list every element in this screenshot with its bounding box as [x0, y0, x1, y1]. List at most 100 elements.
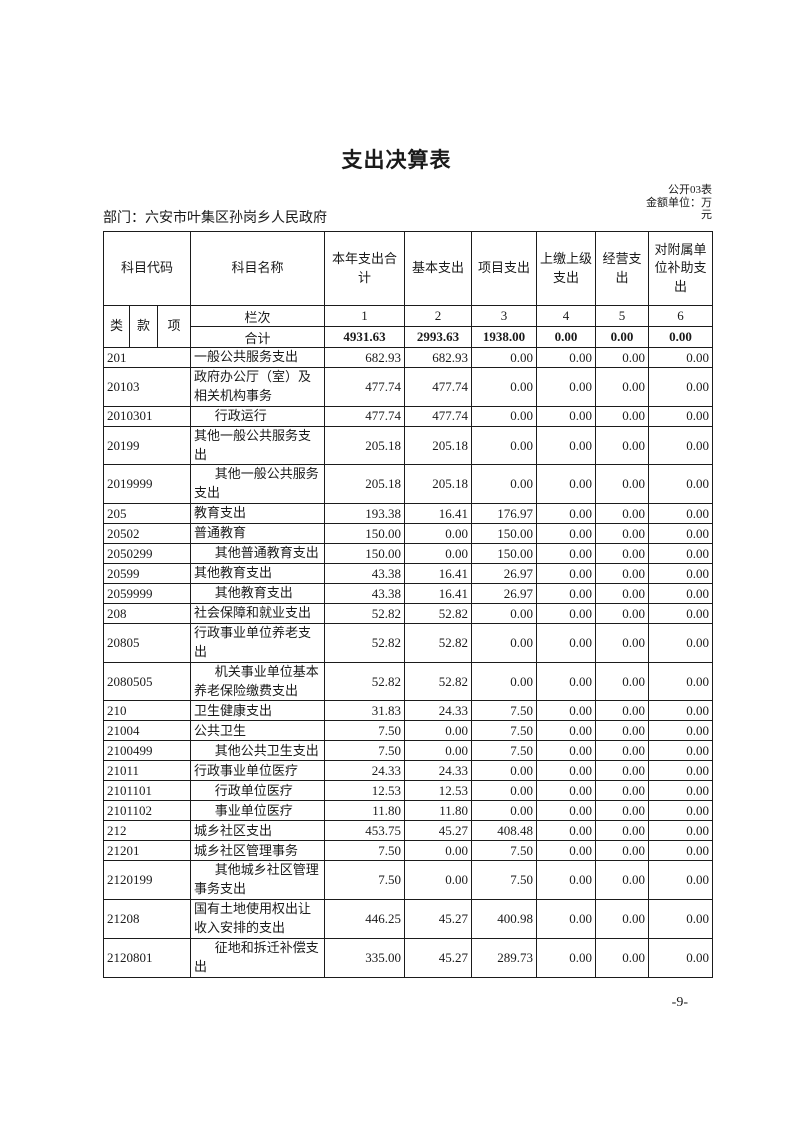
value-cell: 16.41 — [404, 503, 472, 525]
value-cell: 52.82 — [324, 623, 405, 663]
value-cell: 0.00 — [648, 503, 713, 525]
value-cell: 0.00 — [404, 740, 472, 762]
value-cell: 0.00 — [536, 760, 596, 782]
value-cell: 289.73 — [471, 937, 537, 978]
value-cell: 0.00 — [595, 623, 649, 663]
subject-code-cell: 2120199 — [103, 860, 191, 901]
value-cell: 0.00 — [648, 937, 713, 978]
value-cell: 7.50 — [471, 860, 537, 901]
value-cell: 193.38 — [324, 503, 405, 525]
header-col-total: 本年支出合计 — [324, 231, 405, 306]
value-cell: 0.00 — [648, 740, 713, 762]
value-cell: 0.00 — [536, 623, 596, 663]
subject-name-cell: 城乡社区支出 — [190, 820, 325, 842]
subject-code-cell: 2101102 — [103, 800, 191, 822]
value-cell: 0.00 — [648, 543, 713, 565]
value-cell: 11.80 — [324, 800, 405, 822]
value-cell: 0.00 — [648, 860, 713, 901]
table-row: 212 城乡社区支出 453.75 45.27 408.48 0.00 0.00 0.00 — [103, 820, 713, 842]
value-cell: 453.75 — [324, 820, 405, 842]
value-cell: 400.98 — [471, 899, 537, 939]
value-cell: 16.41 — [404, 583, 472, 605]
total-value: 0.00 — [536, 326, 596, 348]
value-cell: 0.00 — [595, 780, 649, 802]
table-row: 21011 行政事业单位医疗 24.33 24.33 0.00 0.00 0.00 0.00 — [103, 760, 713, 782]
value-cell: 0.00 — [404, 840, 472, 862]
subject-name-cell: 其他一般公共服务支出 — [190, 464, 325, 505]
value-cell: 0.00 — [471, 800, 537, 822]
value-cell: 0.00 — [595, 840, 649, 862]
value-cell: 0.00 — [648, 464, 713, 505]
subject-code-cell: 208 — [103, 603, 191, 625]
value-cell: 0.00 — [536, 720, 596, 742]
value-cell: 12.53 — [404, 780, 472, 802]
value-cell: 52.82 — [324, 603, 405, 625]
value-cell: 0.00 — [595, 503, 649, 525]
subject-code-cell: 21208 — [103, 899, 191, 939]
value-cell: 0.00 — [648, 760, 713, 782]
value-cell: 0.00 — [536, 860, 596, 901]
value-cell: 52.82 — [404, 661, 472, 702]
value-cell: 52.82 — [324, 661, 405, 702]
value-cell: 446.25 — [324, 899, 405, 939]
value-cell: 0.00 — [536, 820, 596, 842]
table-row: 2101102 事业单位医疗 11.80 11.80 0.00 0.00 0.00 0.00 — [103, 800, 713, 822]
table-row: 2120801 征地和拆迁补偿支出 335.00 45.27 289.73 0.00 0.0… — [103, 937, 713, 978]
value-cell: 0.00 — [648, 583, 713, 605]
subject-code-cell: 2050299 — [103, 543, 191, 565]
value-cell: 0.00 — [536, 425, 596, 466]
header-code-class: 类 — [103, 305, 130, 348]
col-index: 6 — [648, 305, 713, 327]
value-cell: 150.00 — [324, 523, 405, 545]
value-cell: 150.00 — [471, 523, 537, 545]
subject-name-cell: 行政单位医疗 — [190, 780, 325, 802]
value-cell: 26.97 — [471, 563, 537, 585]
value-cell: 0.00 — [404, 543, 472, 565]
department-label: 部门：六安市叶集区孙岗乡人民政府 — [103, 211, 327, 226]
expenditure-table: 科目代码 科目名称 本年支出合计 基本支出 项目支出 上缴上级支出 经营支出 对… — [103, 231, 713, 978]
value-cell: 7.50 — [471, 700, 537, 722]
subject-name-cell: 其他城乡社区管理事务支出 — [190, 860, 325, 901]
subject-code-cell: 2101101 — [103, 780, 191, 802]
value-cell: 0.00 — [648, 603, 713, 625]
subject-name-cell: 征地和拆迁补偿支出 — [190, 937, 325, 978]
value-cell: 31.83 — [324, 700, 405, 722]
subject-code-cell: 20502 — [103, 523, 191, 545]
subject-code-cell: 2010301 — [103, 405, 191, 427]
value-cell: 43.38 — [324, 583, 405, 605]
value-cell: 477.74 — [324, 405, 405, 427]
value-cell: 7.50 — [324, 860, 405, 901]
value-cell: 0.00 — [595, 405, 649, 427]
value-cell: 0.00 — [595, 740, 649, 762]
subject-code-cell: 2059999 — [103, 583, 191, 605]
subject-name-cell: 行政运行 — [190, 405, 325, 427]
page-number: -9- — [671, 995, 688, 1010]
subject-code-cell: 210 — [103, 700, 191, 722]
value-cell: 0.00 — [595, 899, 649, 939]
unit-label-line2: 元 — [701, 209, 712, 221]
value-cell: 477.74 — [404, 367, 472, 407]
value-cell: 0.00 — [471, 623, 537, 663]
value-cell: 0.00 — [648, 367, 713, 407]
value-cell: 45.27 — [404, 899, 472, 939]
value-cell: 0.00 — [471, 367, 537, 407]
value-cell: 0.00 — [648, 623, 713, 663]
value-cell: 0.00 — [536, 464, 596, 505]
value-cell: 0.00 — [536, 503, 596, 525]
value-cell: 0.00 — [648, 820, 713, 842]
value-cell: 7.50 — [324, 720, 405, 742]
value-cell: 0.00 — [648, 563, 713, 585]
subject-name-cell: 普通教育 — [190, 523, 325, 545]
value-cell: 24.33 — [404, 760, 472, 782]
value-cell: 0.00 — [471, 347, 537, 368]
value-cell: 0.00 — [648, 661, 713, 702]
total-value: 2993.63 — [404, 326, 472, 348]
value-cell: 0.00 — [471, 661, 537, 702]
col-index: 5 — [595, 305, 649, 327]
table-row: 21004 公共卫生 7.50 0.00 7.50 0.00 0.00 0.00 — [103, 720, 713, 742]
value-cell: 24.33 — [404, 700, 472, 722]
subject-name-cell: 公共卫生 — [190, 720, 325, 742]
subject-name-cell: 其他教育支出 — [190, 563, 325, 585]
subject-code-cell: 2120801 — [103, 937, 191, 978]
subject-code-cell: 2019999 — [103, 464, 191, 505]
